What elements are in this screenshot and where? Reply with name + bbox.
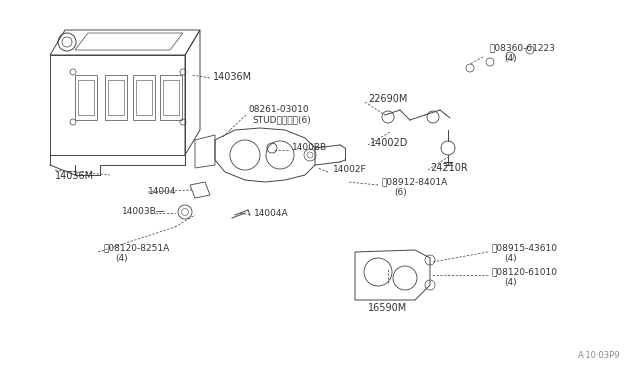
Text: 14036M: 14036M [55,171,94,181]
Text: ⓝ08912-8401A: ⓝ08912-8401A [382,177,448,186]
Text: 08261-03010: 08261-03010 [248,106,308,115]
Text: (6): (6) [394,187,407,196]
Text: 14002D: 14002D [370,138,408,148]
Text: 22690M: 22690M [368,94,408,104]
Text: 14004A: 14004A [254,208,289,218]
Text: 14002F: 14002F [333,166,367,174]
Text: 14004: 14004 [148,187,177,196]
Text: 1400BB: 1400BB [292,144,327,153]
Text: 14003B—: 14003B— [122,206,166,215]
Text: Ⓗ08915-43610: Ⓗ08915-43610 [492,244,558,253]
Text: 14036M: 14036M [213,72,252,82]
Text: 16590M: 16590M [369,303,408,313]
Text: (4): (4) [504,253,516,263]
Text: (4): (4) [504,54,516,62]
Text: Ⓐ08120-8251A: Ⓐ08120-8251A [103,244,169,253]
Text: Ⓝ08360-61223: Ⓝ08360-61223 [490,44,556,52]
Text: (4): (4) [115,253,127,263]
Text: A·10·03P9: A·10·03P9 [577,351,620,360]
Text: STUDスタッド(6): STUDスタッド(6) [252,115,311,125]
Text: Ⓐ08120-61010: Ⓐ08120-61010 [492,267,558,276]
Text: 24210R: 24210R [430,163,468,173]
Text: (4): (4) [504,278,516,286]
